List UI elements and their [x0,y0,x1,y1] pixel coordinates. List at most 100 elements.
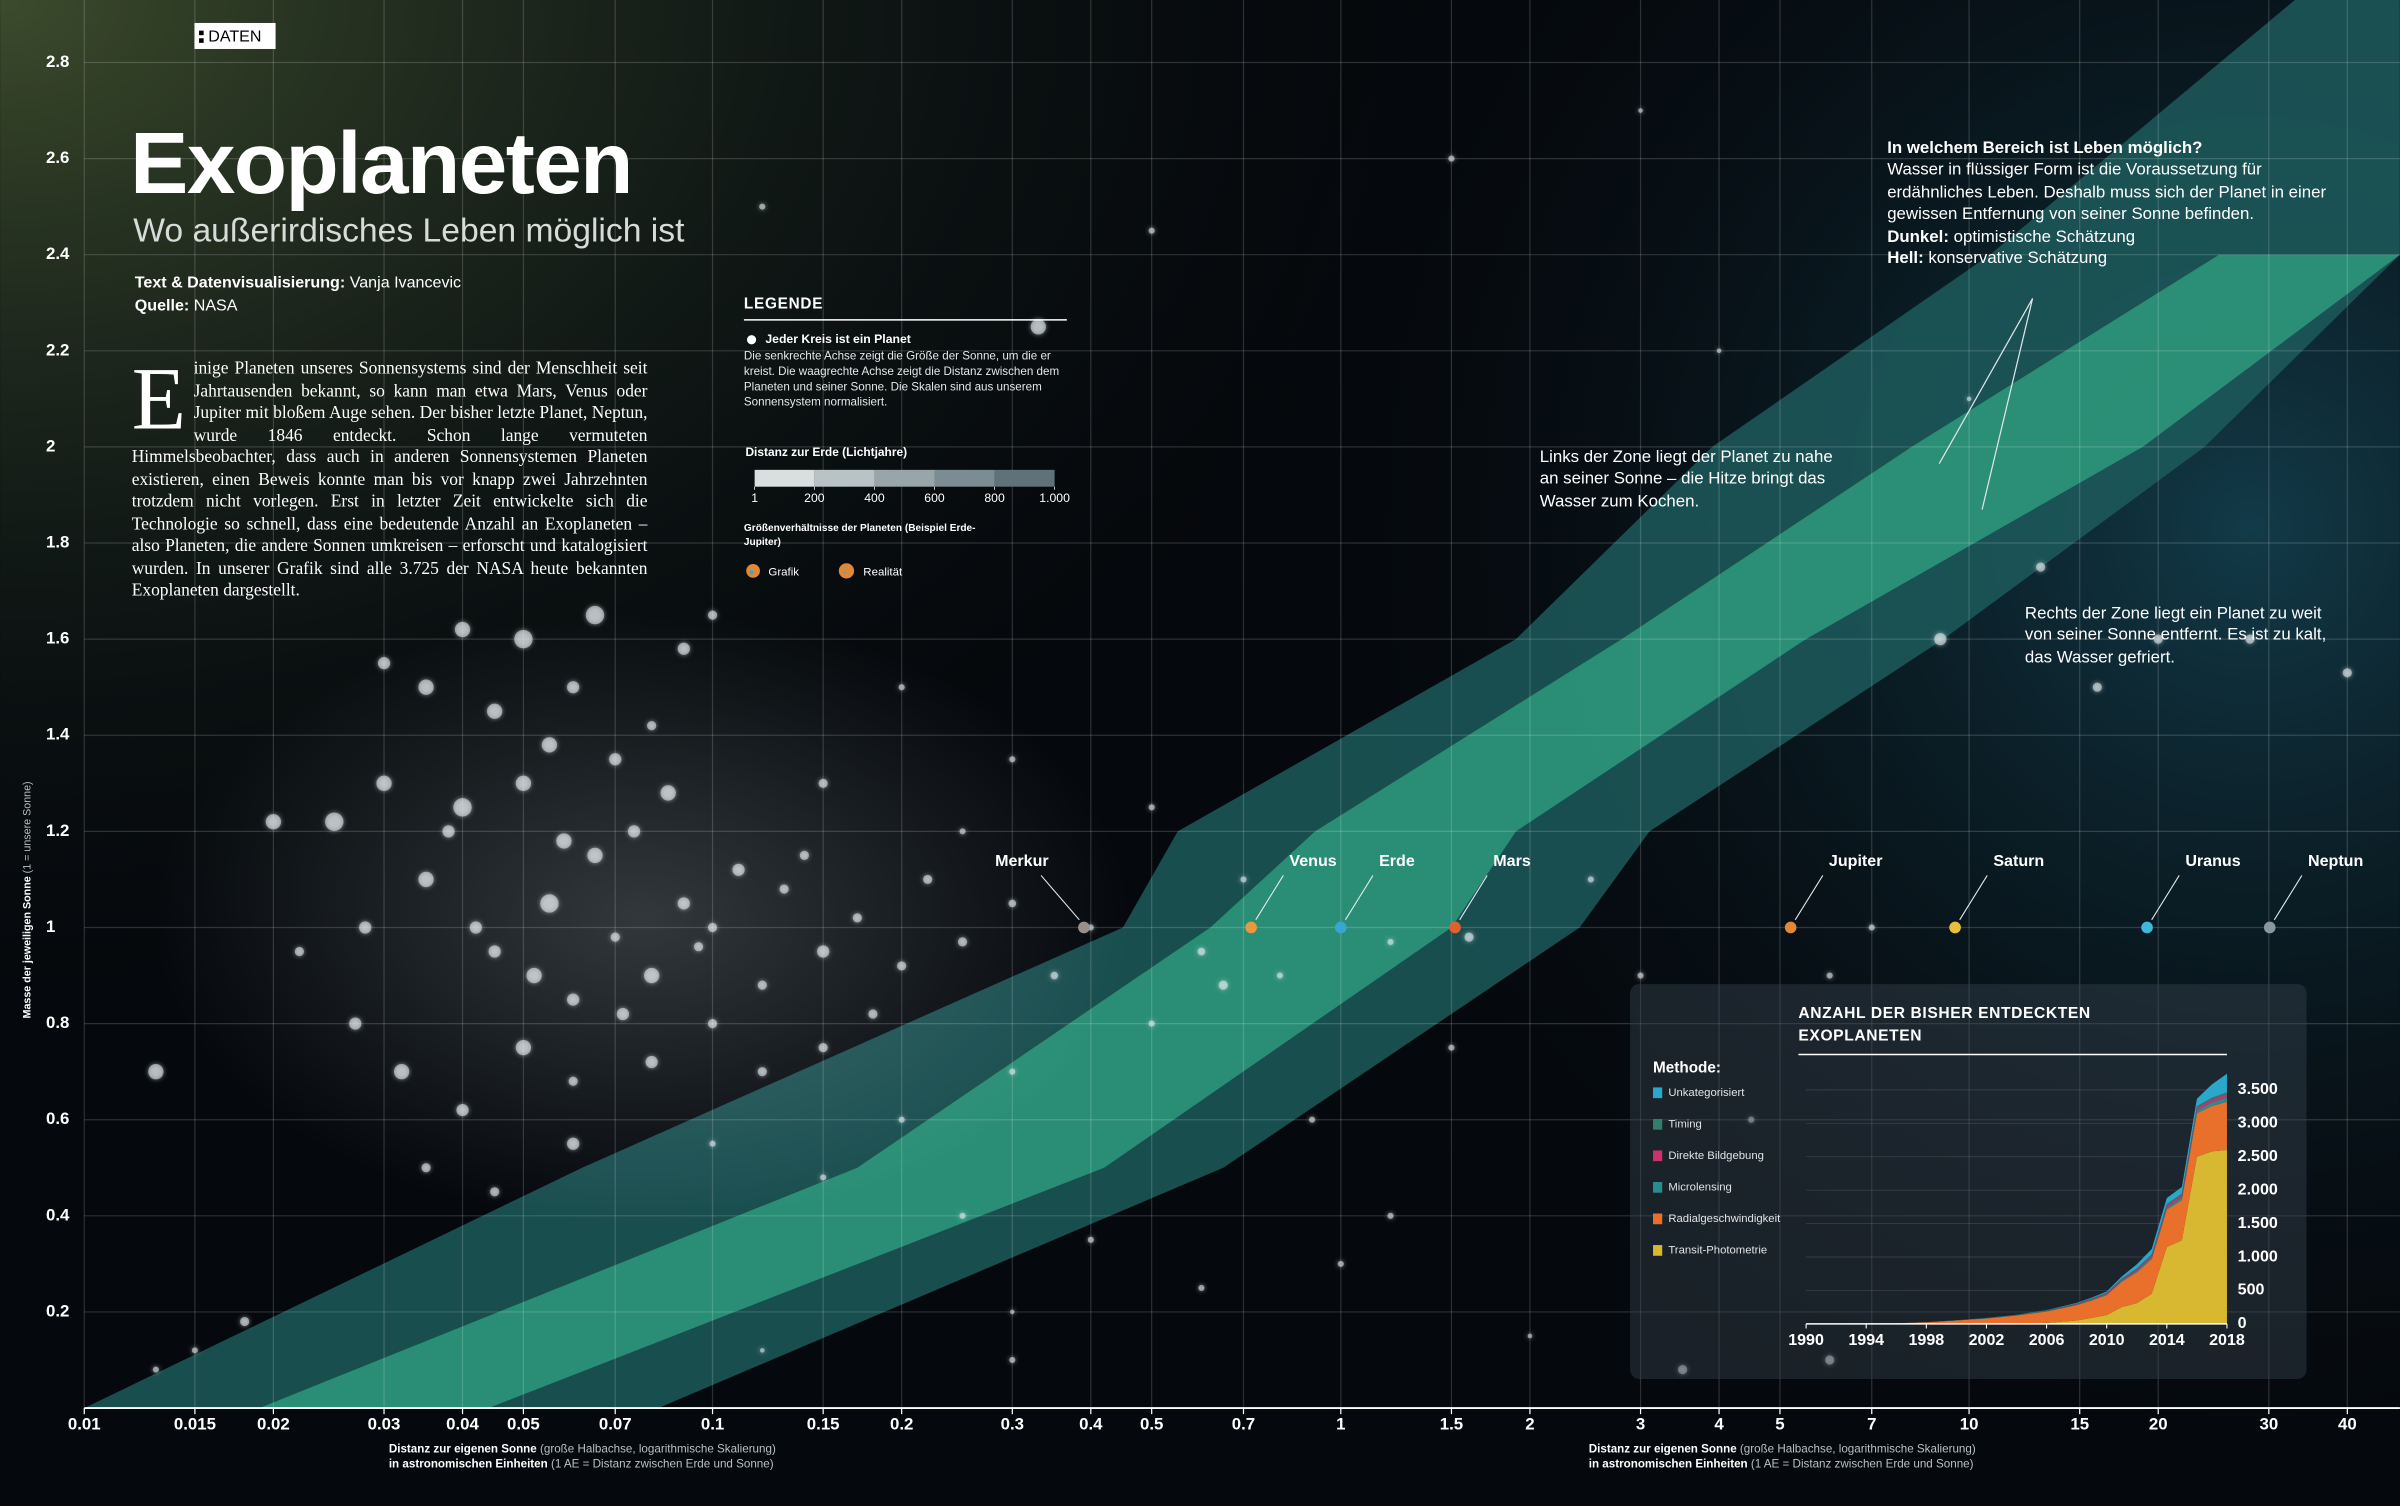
exoplanet [442,825,455,838]
exoplanet [1197,947,1206,956]
x-axis-unit-note: (1 AE = Distanz zwischen Erde und Sonne) [551,1458,774,1471]
exoplanet [454,621,471,638]
planet-leader [1794,875,1824,921]
exoplanet [1009,756,1016,763]
legend-description: Die senkrechte Achse zeigt die Größe der… [743,348,1060,409]
exoplanet [526,967,542,984]
exoplanet [660,785,676,801]
habitable-zone [84,0,2400,1409]
exoplanet [325,812,344,831]
color-tick-label: 800 [984,491,1005,505]
x-tick-label: 4 [1714,1414,1724,1433]
planet-label: Jupiter [1829,852,1883,870]
exoplanet [852,913,862,923]
exoplanet [1387,1212,1394,1219]
exoplanet [1587,876,1594,883]
exoplanet [957,937,968,947]
exoplanet [1218,980,1228,990]
exoplanet [817,945,830,958]
zone-pointer [1981,298,2034,510]
inset-legend-swatch [1653,1118,1663,1130]
exoplanet [2245,634,2255,644]
exoplanet [294,946,304,957]
credit: Quelle: NASA [135,295,625,317]
y-tick-label: 2.4 [46,244,70,263]
zone-light-label: Hell: [1887,249,1924,268]
credit-label: Quelle: [134,296,190,315]
x-tick-label: 7 [1867,1414,1876,1433]
exoplanet [359,921,372,934]
exoplanet [759,1348,765,1353]
exoplanet [959,1212,966,1219]
planet-label: Saturn [1993,852,2044,870]
exoplanet [1009,1356,1016,1364]
inset-y-tick-label: 1.500 [2238,1214,2278,1232]
planet-leader [1040,875,1080,921]
right-note-text: Rechts der Zone liegt ein Planet zu weit… [2024,604,2327,668]
x-tick-label: 2 [1525,1414,1534,1433]
size-icon [746,563,760,578]
zone-note-body: Wasser in flüssiger Form ist die Vorauss… [1887,161,2327,224]
inset-legend-label: Unkategorisiert [1668,1087,1745,1099]
planet-layer: Merkur Venus Erde Mars Jupiter Saturn Uranus Ne… [995,852,2363,934]
exoplanet [1527,1333,1533,1339]
inset-legend-label: Timing [1668,1118,1702,1130]
inset-legend-swatch [1653,1087,1663,1099]
color-tick-label: 400 [864,491,885,505]
exoplanet [1010,1309,1015,1315]
exoplanet [1009,1068,1016,1075]
exoplanet [1825,1355,1835,1365]
x-axis-title: Distanz zur eigenen Sonne (große Halbach… [389,1442,776,1455]
credit: Text & Datenvisualisierung: Vanja Ivance… [135,272,625,294]
planet-label: Venus [1289,852,1336,870]
x-tick-label: 0.2 [890,1414,913,1433]
x-axis-unit-note: (1 AE = Distanz zwischen Erde und Sonne) [1751,1458,1974,1471]
x-tick-label: 20 [2149,1414,2168,1433]
exoplanet [488,945,501,958]
exoplanet [1448,1044,1455,1051]
inset-legend-label: Microlensing [1668,1181,1732,1193]
exoplanet [1678,1365,1688,1375]
exoplanet [469,921,482,934]
planet-label: Uranus [2185,852,2240,870]
x-axis-title-main: Distanz zur eigenen Sonne [1589,1442,1737,1455]
exoplanet [514,629,533,649]
badge-dot [199,30,204,36]
exoplanet [349,1017,362,1030]
inset-x-tick-label: 2014 [2149,1331,2185,1349]
x-axis-title-main: Distanz zur eigenen Sonne [389,1442,537,1455]
exoplanet [2036,562,2046,572]
exoplanet [757,980,767,990]
x-tick-label: 0.07 [599,1414,632,1433]
planet [1784,921,1797,934]
legend-description-text: Die senkrechte Achse zeigt die Größe der… [743,348,1060,409]
inset-y-tick-label: 3.000 [2238,1114,2278,1132]
drop-cap: E [131,358,186,449]
exoplanet [568,1076,578,1086]
exoplanet [2153,634,2163,644]
inset-legend-swatch [1653,1181,1663,1193]
zone-dark-text: optimistische Schätzung [1953,227,2136,246]
inset-y-tick-label: 3.500 [2238,1080,2278,1098]
zone-note-title: In welchem Bereich ist Leben möglich? [1887,139,2203,158]
size-icon [838,563,855,579]
x-axis-unit-main: in astronomischen Einheiten [1589,1458,1748,1471]
exoplanet [707,1019,718,1029]
inset-y-tick-label: 2.500 [2238,1147,2278,1165]
color-scale: 1 200 400 600 800 1.000 [751,469,1070,505]
color-scale-title: Distanz zur Erde (Lichtjahre) [745,445,907,459]
x-tick-label: 0.5 [1140,1414,1163,1433]
exoplanet [610,932,620,942]
inset-layer: ANZAHL DER BISHER ENTDECKTEN EXOPLANETEN… [1630,984,2307,1379]
inset-y-tick-label: 0 [2238,1314,2247,1332]
exoplanet [1308,1116,1316,1123]
title: Exoplaneten [130,115,632,212]
exoplanet [393,1064,410,1080]
y-axis-title-note: (1 = unsere Sonne) [21,781,33,873]
inset-title-text: ANZAHL DER BISHER ENTDECKTEN EXOPLANETEN [1798,1005,2091,1045]
y-tick-label: 2.8 [46,52,69,71]
exoplanet [1050,971,1059,980]
credit-text: NASA [193,296,238,315]
